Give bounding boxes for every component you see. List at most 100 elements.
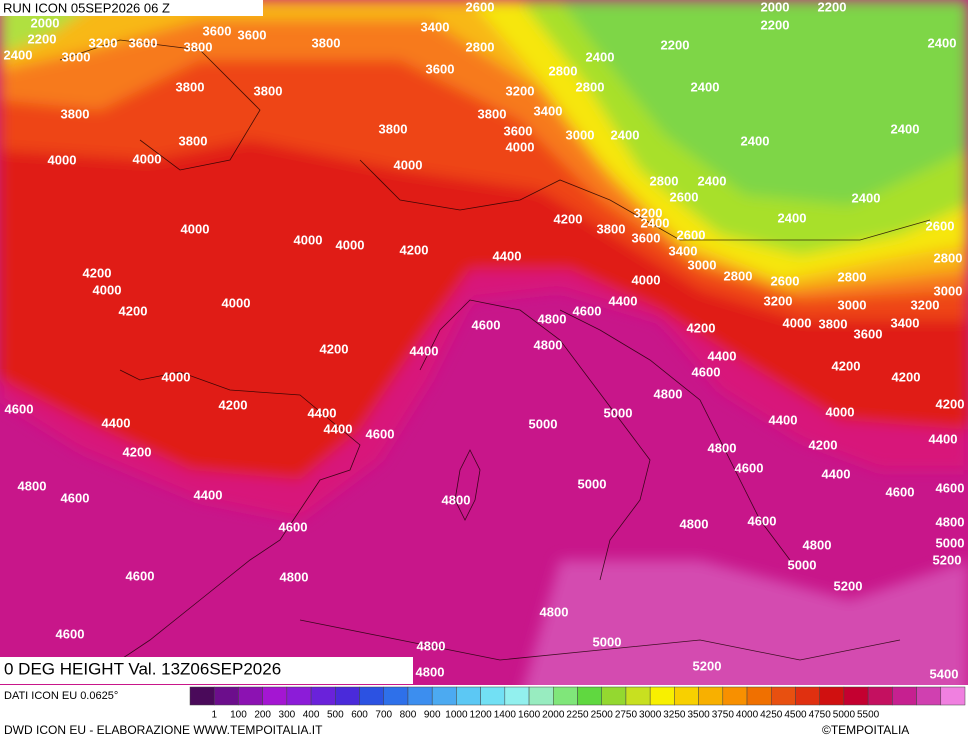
run-title: RUN ICON 05SEP2026 06 Z	[3, 0, 170, 15]
legend-label: 700	[375, 710, 392, 721]
legend-label: 5000	[833, 710, 856, 721]
legend-label: 600	[351, 710, 368, 721]
contour-label: 3800	[379, 121, 408, 136]
contour-label: 4000	[394, 157, 423, 172]
contour-label: 4400	[708, 348, 737, 363]
legend-swatch	[359, 686, 384, 706]
contour-label: 4800	[680, 516, 709, 531]
legend-swatch	[189, 686, 215, 706]
contour-label: 3200	[764, 293, 793, 308]
contour-label: 4600	[936, 480, 965, 495]
contour-label: 3000	[62, 49, 91, 64]
legend-label: 1000	[445, 710, 468, 721]
legend-swatch	[771, 686, 796, 706]
contour-label: 2400	[611, 127, 640, 142]
contour-label: 4200	[936, 396, 965, 411]
contour-label: 5000	[604, 405, 633, 420]
legend-label: 1200	[470, 710, 493, 721]
contour-label: 4000	[783, 315, 812, 330]
contour-label: 2600	[771, 273, 800, 288]
contour-label: 3800	[61, 106, 90, 121]
legend-swatch	[674, 686, 699, 706]
contour-label: 2800	[838, 269, 867, 284]
contour-label: 2600	[677, 227, 706, 242]
legend-label: 2250	[566, 710, 589, 721]
legend-swatch	[722, 686, 748, 706]
contour-label: 4400	[308, 405, 337, 420]
contour-label: 4000	[93, 282, 122, 297]
island-outline	[454, 449, 481, 521]
contour-label: 2800	[466, 39, 495, 54]
contour-label: 4000	[181, 221, 210, 236]
contour-label: 4400	[194, 487, 223, 502]
contour-label: 4000	[133, 151, 162, 166]
contour-label: 4200	[809, 437, 838, 452]
legend-swatch	[916, 686, 942, 706]
legend-label: 2500	[591, 710, 614, 721]
contour-label: 4400	[769, 412, 798, 427]
legend-label: 100	[230, 710, 247, 721]
contour-label: 3600	[504, 123, 533, 138]
contour-label: 5000	[788, 557, 817, 572]
legend-label: 5500	[857, 710, 880, 721]
contour-label: 5000	[529, 416, 558, 431]
contour-label: 4200	[320, 341, 349, 356]
contour-label: 3800	[312, 35, 341, 50]
contour-label: 3600	[426, 61, 455, 76]
legend-label: 3500	[687, 710, 710, 721]
contour-label: 4200	[892, 369, 921, 384]
contour-label: 4800	[708, 440, 737, 455]
legend-swatch	[407, 686, 433, 706]
coastline	[419, 299, 651, 581]
contour-label: 3800	[176, 79, 205, 94]
contour-label: 4600	[5, 401, 34, 416]
color-legend: 1 100 200 300 400 500 600 700 800 900 1000 1200 1400…	[189, 686, 966, 721]
legend-swatch	[238, 686, 263, 706]
contour-label: 4600	[56, 626, 85, 641]
contour-label: 3400	[891, 315, 920, 330]
contour-label: 4200	[400, 242, 429, 257]
contour-label: 4600	[692, 364, 721, 379]
contour-label: 2400	[4, 47, 33, 62]
contour-label: 3200	[89, 35, 118, 50]
legend-swatch	[746, 686, 772, 706]
legend-swatch	[504, 686, 530, 706]
contour-label: 2000	[761, 0, 790, 14]
contour-label: 3600	[129, 35, 158, 50]
contour-label: 3000	[934, 283, 963, 298]
contour-label: 4800	[417, 638, 446, 653]
contour-label: 2400	[586, 49, 615, 64]
contour-label: 2800	[549, 63, 578, 78]
field-pink	[524, 560, 968, 685]
legend-label: 4500	[784, 710, 807, 721]
contour-label: 4800	[416, 664, 445, 679]
legend-label: 400	[303, 710, 320, 721]
contour-label: 2400	[641, 215, 670, 230]
legend-label: 1	[211, 710, 217, 721]
contour-label: 4600	[573, 303, 602, 318]
contour-label: 4400	[493, 248, 522, 263]
contour-label: 2800	[934, 250, 963, 265]
contour-label: 3600	[854, 326, 883, 341]
contour-label: 2400	[698, 173, 727, 188]
legend-swatch	[649, 686, 675, 706]
legend-swatch	[698, 686, 724, 706]
contour-label: 4000	[294, 232, 323, 247]
legend-label: 1600	[518, 710, 541, 721]
contour-label: 3400	[669, 243, 698, 258]
contour-label: 4000	[826, 404, 855, 419]
contour-label: 3200	[506, 83, 535, 98]
contour-label: 4200	[832, 358, 861, 373]
contour-label: 2600	[466, 0, 495, 14]
contour-label: 4400	[410, 343, 439, 358]
contour-label: 4600	[748, 513, 777, 528]
valid-box	[0, 657, 413, 684]
legend-swatch	[431, 686, 457, 706]
legend-label: 4750	[809, 710, 832, 721]
copyright: ©TEMPOITALIA	[822, 723, 909, 737]
legend-swatch	[553, 686, 578, 706]
legend-swatch	[795, 686, 820, 706]
contour-label: 2400	[852, 190, 881, 205]
contour-label: 5000	[593, 634, 622, 649]
